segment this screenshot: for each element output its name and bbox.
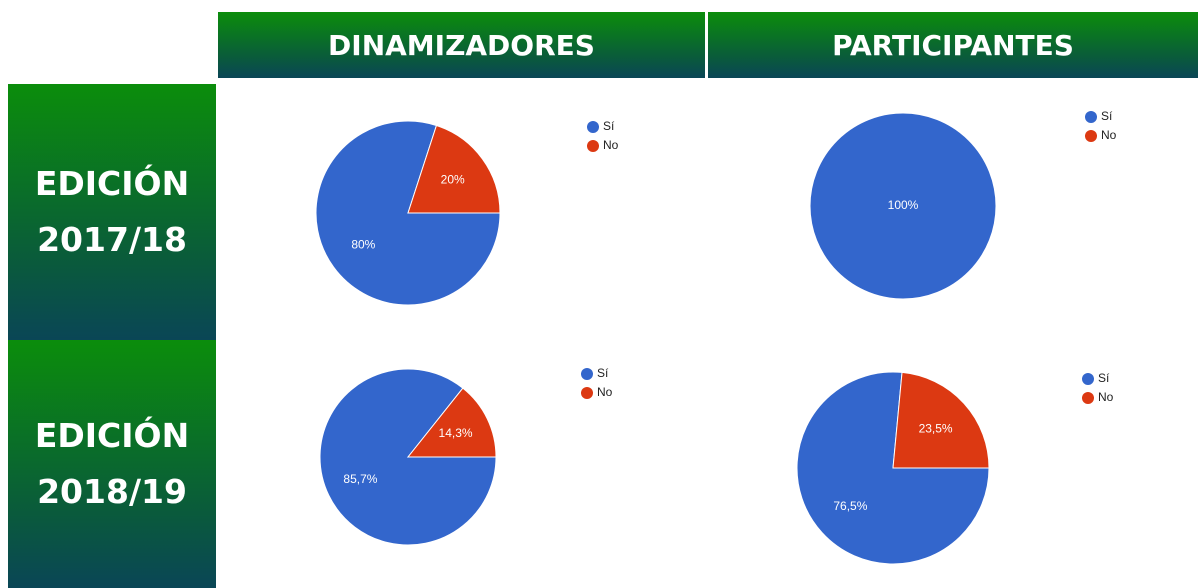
data-label: 80% <box>351 238 375 252</box>
legend-marker <box>587 140 599 152</box>
column-header: DINAMIZADORES <box>218 12 705 78</box>
row-header: EDICIÓN 2018/19 <box>8 340 216 588</box>
data-label: 76,5% <box>833 499 867 513</box>
legend-label: No <box>1101 128 1117 142</box>
pie-slice <box>796 371 990 565</box>
legend-label: Sí <box>1098 371 1110 385</box>
legend-label: Sí <box>597 366 609 380</box>
legend-marker <box>581 368 593 380</box>
legend-marker <box>1082 392 1094 404</box>
data-label: 85,7% <box>343 472 377 486</box>
legend-label: Sí <box>1101 109 1113 123</box>
legend-label: No <box>597 385 613 399</box>
legend-marker <box>1085 130 1097 142</box>
legend-label: No <box>1098 390 1114 404</box>
legend-marker <box>1085 111 1097 123</box>
legend-marker <box>581 387 593 399</box>
data-label: 100% <box>888 198 919 212</box>
legend-marker <box>587 121 599 133</box>
pie-slice <box>892 371 990 469</box>
pie-slice <box>406 387 497 458</box>
data-label: 20% <box>441 173 465 187</box>
pie-slice <box>407 124 501 214</box>
legend-label: Sí <box>603 119 615 133</box>
data-label: 23,5% <box>919 421 953 435</box>
legend-label: No <box>603 138 619 152</box>
legend-marker <box>1082 373 1094 385</box>
column-header: PARTICIPANTES <box>708 12 1198 78</box>
pie-slice <box>809 112 997 300</box>
row-header: EDICIÓN 2017/18 <box>8 84 216 340</box>
data-label: 14,3% <box>439 426 473 440</box>
